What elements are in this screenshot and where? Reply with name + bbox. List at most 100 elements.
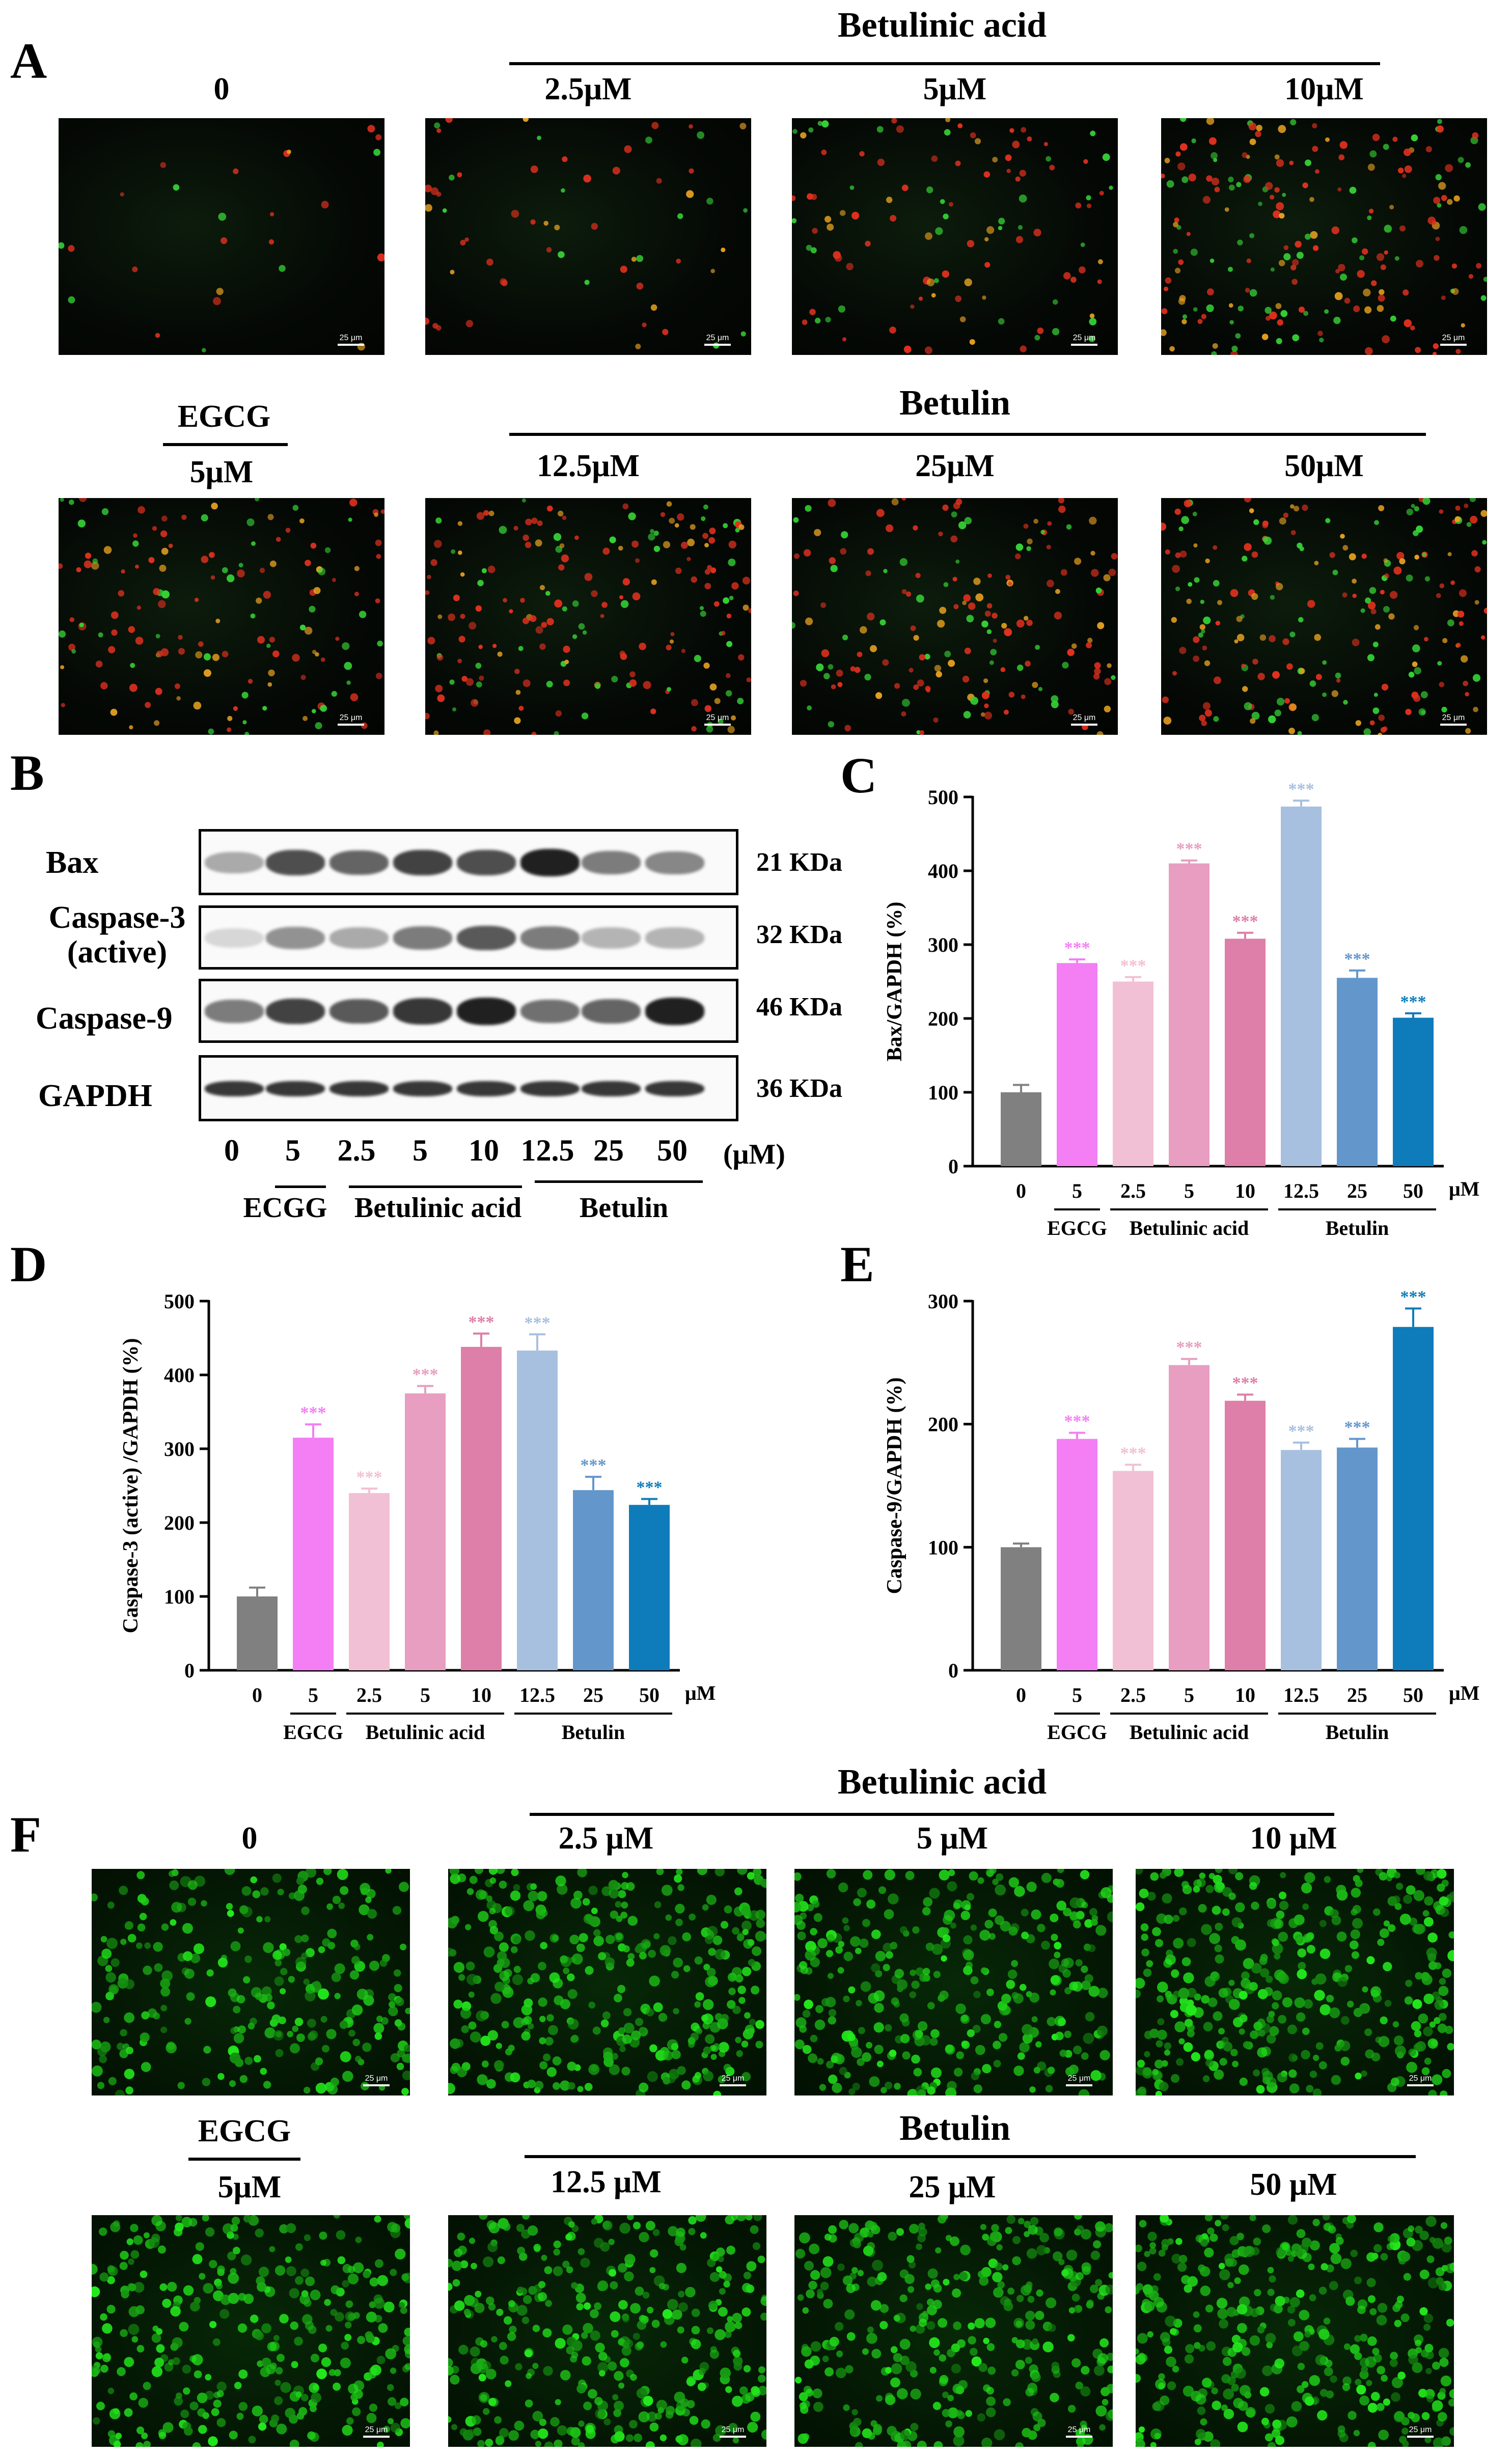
cell [891,2363,902,2375]
cell [369,2301,376,2308]
cell [376,554,381,559]
cell [1258,2029,1266,2037]
cell [376,2016,383,2022]
cell [738,654,745,661]
cell [857,2270,864,2276]
cell [867,548,874,555]
cell [984,262,991,268]
cell [635,2286,644,2296]
cell [121,569,125,574]
cell [913,525,918,531]
cell [755,2040,763,2049]
cell [321,201,329,209]
cell [216,2390,224,2397]
cell [92,2039,101,2050]
cell [499,2342,507,2350]
cell [337,1869,348,1880]
cell [471,2263,477,2270]
cell [636,283,644,290]
cell [1478,203,1486,211]
cell [721,630,726,636]
cell [327,2084,338,2095]
cell [1228,266,1233,272]
panel-f-group-line-top [530,1813,1334,1816]
blot-band [645,927,704,949]
cell [1054,1951,1061,1959]
cell [1012,2236,1021,2244]
cell [450,2065,458,2074]
cell [1311,714,1319,722]
cell [940,199,945,204]
cell [541,622,547,628]
cell [560,2369,571,2381]
cell [380,509,384,514]
cell [603,2051,613,2061]
cell [1050,2392,1059,2403]
cell [1199,624,1205,630]
cell [377,641,383,647]
cell [1219,2319,1228,2329]
cell [1472,674,1481,682]
cell [292,2025,299,2032]
cell [1370,2392,1380,2401]
cell [91,562,99,570]
cell [1238,2264,1249,2275]
cell [850,1936,861,1947]
cell [741,1920,752,1931]
cell [115,2089,125,2095]
cell [517,2286,524,2294]
cell [1373,1908,1381,1916]
cell [910,625,916,631]
cell [1352,1918,1363,1929]
panel-a-label-1: 0 [213,72,230,106]
cell [1041,1872,1052,1883]
micrograph-a-1: 25 μm [59,118,384,355]
cell [1207,2227,1215,2235]
cell [979,1929,991,1941]
cell [229,2052,241,2064]
cell [1173,249,1178,254]
cell [709,528,716,535]
cell [228,2293,239,2304]
cell [1203,616,1211,624]
cell [699,2362,709,2371]
cell [1438,2282,1447,2291]
cell [1403,289,1409,296]
cell [1291,2401,1302,2412]
cell [986,1870,994,1877]
micrograph-a-6: 25 μm [425,498,751,735]
bar [1169,863,1209,1166]
cell [311,2392,321,2403]
cell [656,1869,664,1875]
cell [701,2419,710,2429]
cell [749,2019,756,2026]
cell [743,604,749,611]
cell [216,2418,226,2428]
cell [248,2022,255,2030]
cell [900,2430,911,2440]
cell [246,518,255,527]
cell [108,1984,119,1995]
cell [663,2050,673,2061]
cell [1287,2024,1297,2034]
cell [1388,613,1395,620]
cell [588,1916,598,1926]
cell [401,2088,409,2095]
cell [1331,2075,1341,2085]
blot-group-line-betulinic [349,1185,522,1188]
cell [1264,307,1272,314]
cell [917,2233,926,2243]
cell [630,2030,641,2040]
micrograph-f-1: 25 μm [92,1869,410,2095]
cell [324,2299,331,2306]
cell [1200,2418,1207,2425]
cell [331,691,337,697]
cell [567,2019,579,2030]
cell [261,2323,271,2333]
cell [179,2322,189,2332]
cell [1104,678,1112,685]
cell [250,613,256,619]
cell [645,2441,655,2447]
cell [1418,708,1426,716]
cell [746,677,751,682]
